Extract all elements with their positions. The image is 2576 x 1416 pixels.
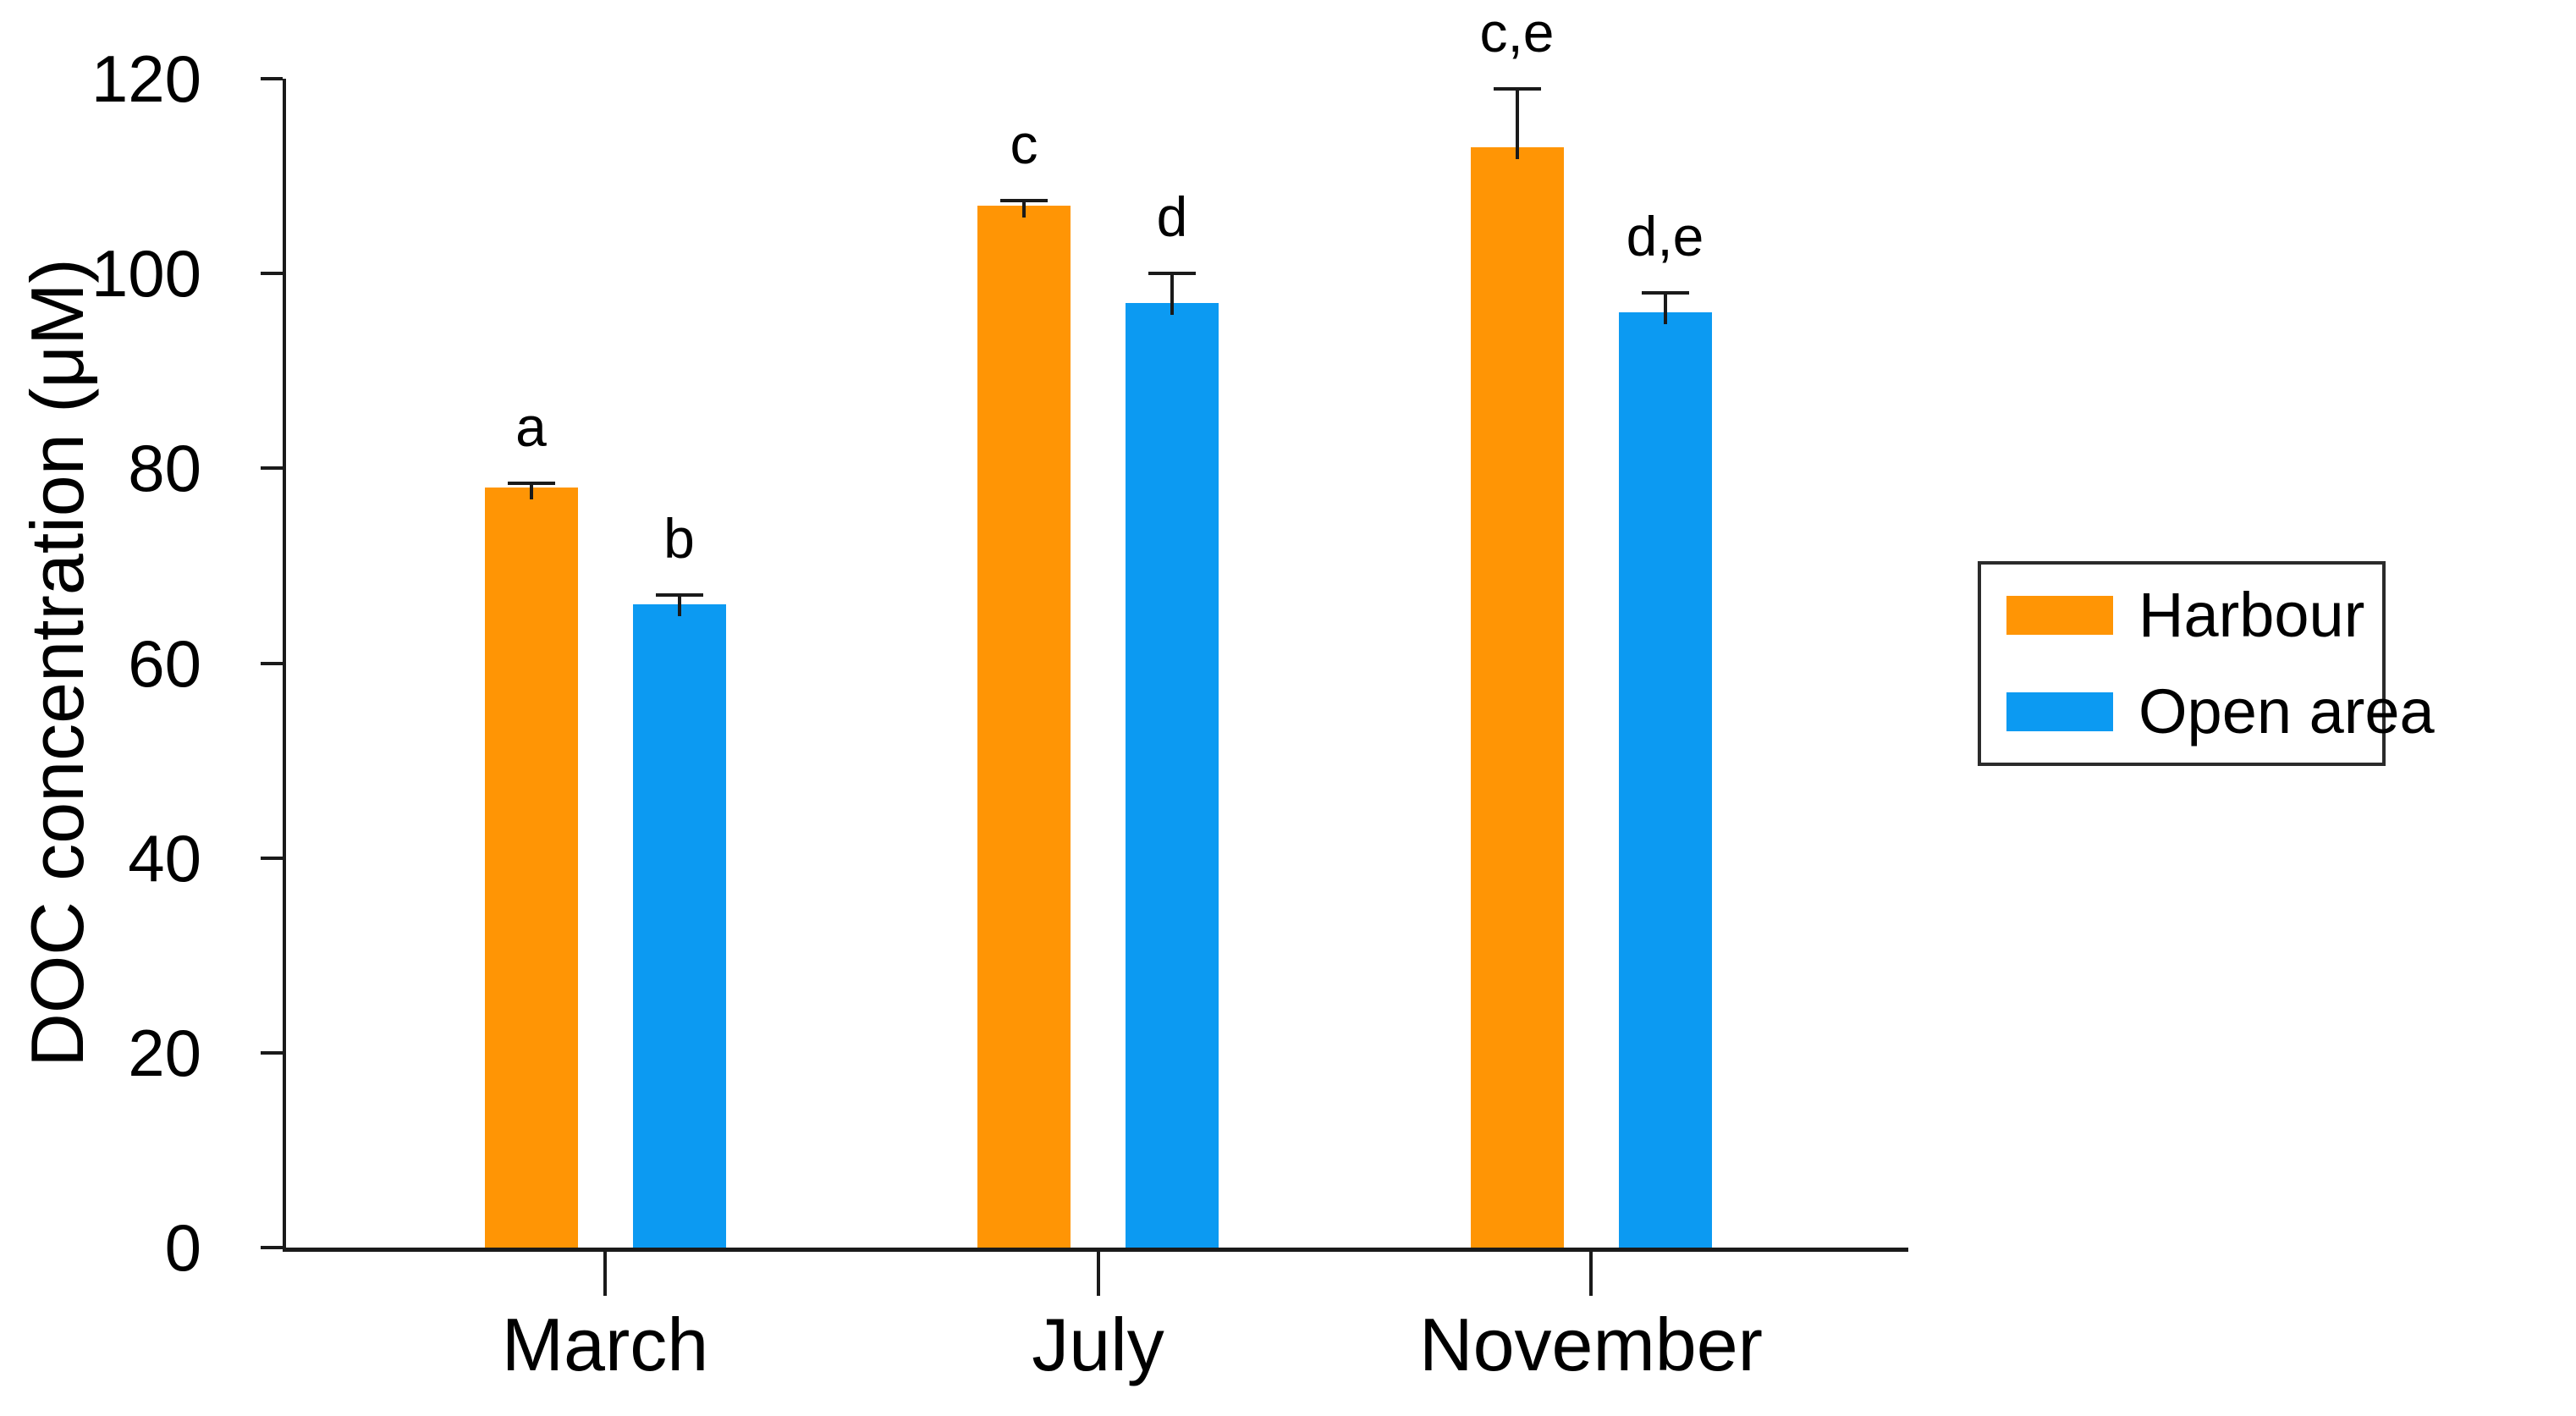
legend-item-open-area: Open area [2006,680,2435,743]
legend-swatch-harbour [2006,596,2113,635]
error-bar-cap-open-area-july [1148,272,1196,276]
bar-harbour-march [484,488,578,1248]
significance-label-open-area-march: b [663,506,695,570]
x-tick-mark [1589,1252,1593,1296]
y-axis-line [283,79,286,1252]
y-tick-label: 0 [164,1210,201,1285]
significance-label-harbour-july: c [1010,112,1038,175]
legend-label-harbour: Harbour [2138,580,2365,650]
significance-label-harbour-november: c,e [1479,0,1555,63]
bar-harbour-november [1470,146,1564,1248]
bar-harbour-july [977,205,1071,1248]
y-tick-label: 120 [91,41,201,116]
bar-open-area-march [632,604,726,1248]
error-bar-cap-harbour-july [1000,198,1048,202]
y-tick-mark [261,77,283,80]
y-tick-mark [261,1050,283,1055]
error-bar-stem-open-area-november [1663,293,1667,325]
x-tick-label: November [1419,1303,1763,1386]
x-tick-mark [1096,1252,1100,1296]
y-tick-label: 100 [91,236,201,311]
error-bar-cap-open-area-november [1641,291,1689,295]
error-bar-stem-open-area-march [677,594,681,617]
error-bar-cap-harbour-march [507,481,555,485]
x-axis-line [283,1248,1908,1252]
y-tick-label: 60 [128,625,201,701]
legend-label-open-area: Open area [2138,676,2435,747]
legend-swatch-open-area [2006,692,2113,731]
y-tick-label: 20 [128,1015,201,1090]
x-tick-label: July [1032,1303,1164,1386]
error-bar-stem-harbour-july [1022,200,1026,218]
x-tick-mark [603,1252,607,1296]
bar-open-area-july [1126,302,1219,1248]
y-tick-mark [261,661,283,665]
error-bar-cap-open-area-march [655,592,703,597]
significance-label-open-area-july: d [1156,185,1188,249]
y-axis-title: DOC concentration (μM) [15,258,99,1067]
significance-label-open-area-november: d,e [1626,205,1704,268]
y-tick-label: 40 [128,820,201,895]
y-tick-mark [261,1246,283,1249]
significance-label-harbour-march: a [515,394,547,458]
error-bar-stem-harbour-november [1515,88,1519,159]
bar-open-area-november [1618,312,1712,1248]
x-tick-label: March [501,1303,709,1386]
y-tick-mark [261,272,283,276]
legend-item-harbour: Harbour [2006,584,2382,647]
error-bar-stem-open-area-july [1170,273,1174,315]
y-tick-mark [261,466,283,471]
y-tick-label: 80 [128,431,201,506]
error-bar-cap-harbour-november [1493,86,1541,91]
y-tick-mark [261,856,283,860]
legend: Harbour Open area [1978,561,2435,766]
error-bar-stem-harbour-march [529,482,533,500]
